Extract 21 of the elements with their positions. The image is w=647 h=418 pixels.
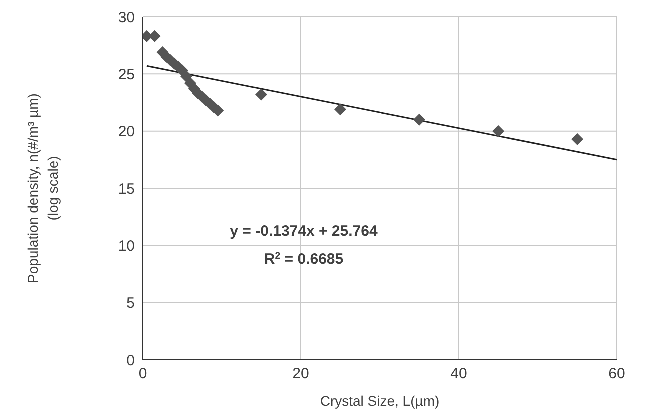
y-tick-label: 10 bbox=[118, 238, 135, 255]
annotation: R$^{2}$ = 0.6685 bbox=[264, 250, 344, 268]
point bbox=[180, 70, 192, 82]
y-axis-title: Population density, n(#/m³ µm) (log scale) bbox=[25, 94, 61, 284]
x-tick-label: 60 bbox=[608, 366, 626, 383]
x-tick-label: 20 bbox=[292, 366, 310, 383]
y-tick-label: 0 bbox=[126, 352, 135, 370]
point bbox=[492, 125, 504, 138]
point bbox=[256, 88, 268, 101]
point bbox=[414, 114, 426, 126]
point bbox=[334, 104, 346, 116]
point bbox=[572, 133, 584, 146]
y-tick-label: 15 bbox=[118, 180, 135, 198]
x-axis-title: Crystal Size, L(µm) bbox=[320, 393, 440, 409]
y-tick-label: 25 bbox=[118, 66, 135, 84]
annotation: y = -0.1374x + 25.764 bbox=[230, 223, 378, 240]
y-tick-label: 5 bbox=[126, 295, 135, 312]
y-tick-label: 20 bbox=[118, 124, 135, 141]
x-tick-label: 0 bbox=[138, 366, 148, 383]
x-tick-label: 40 bbox=[450, 366, 468, 383]
y-tick-label: 30 bbox=[118, 9, 135, 26]
